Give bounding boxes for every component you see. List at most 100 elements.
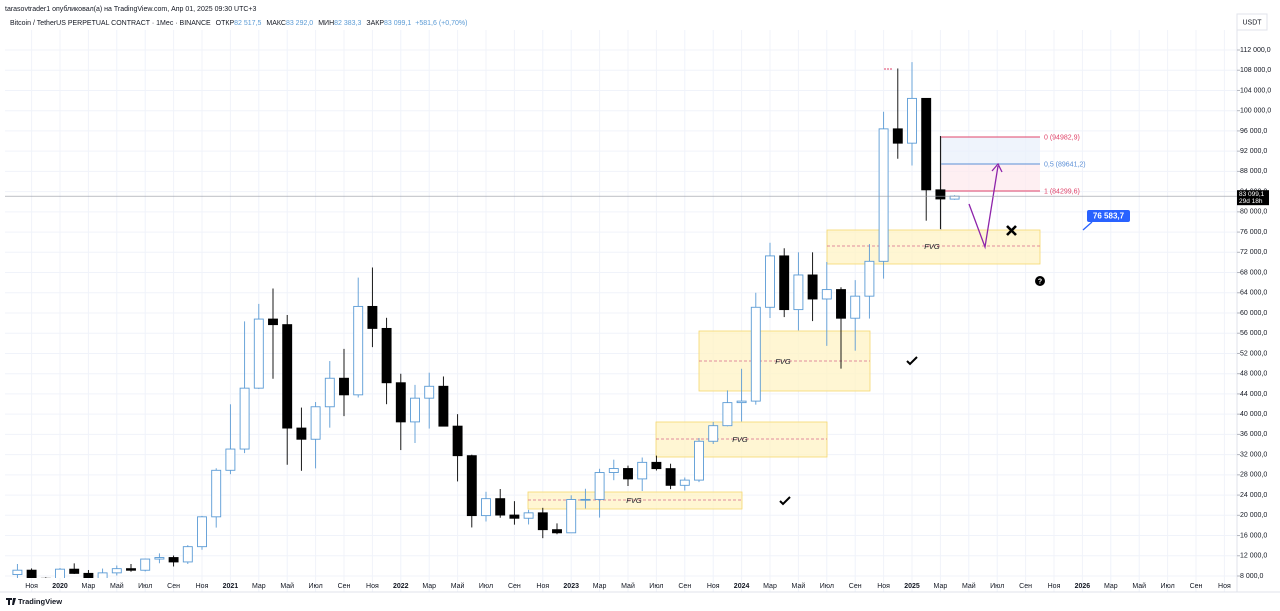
y-tick-label: 28 000,0 bbox=[1240, 472, 1267, 479]
x-tick-label: Ноя bbox=[1048, 583, 1061, 590]
x-tick-label: 2026 bbox=[1075, 583, 1091, 590]
candle-body bbox=[949, 195, 960, 200]
y-tick-label: 80 000,0 bbox=[1240, 209, 1267, 216]
x-tick-label: Мар bbox=[934, 583, 948, 590]
candle-body bbox=[623, 468, 633, 480]
candle-body bbox=[395, 382, 406, 423]
check-mark bbox=[779, 496, 791, 506]
x-tick-label: Мар bbox=[1104, 583, 1118, 590]
y-tick-label: 112 000,0 bbox=[1240, 47, 1271, 54]
x-tick-label: Июл bbox=[820, 583, 834, 590]
candle-body bbox=[168, 557, 179, 563]
x-tick-label: Ноя bbox=[877, 583, 890, 590]
y-tick-label: 60 000,0 bbox=[1240, 310, 1267, 317]
x-tick-label: Ноя bbox=[25, 583, 38, 590]
candle-body bbox=[111, 568, 122, 574]
candle-body bbox=[651, 461, 662, 470]
candle-body bbox=[253, 318, 264, 389]
projection-arrow bbox=[968, 165, 999, 250]
candle-body bbox=[140, 558, 151, 571]
candle-body bbox=[353, 305, 364, 396]
candles bbox=[12, 62, 960, 578]
candle-body bbox=[26, 569, 37, 578]
x-tick-label: Мар bbox=[82, 583, 96, 590]
fvg-box bbox=[655, 421, 828, 458]
fib-zone bbox=[941, 164, 1040, 191]
x-tick-label: Ноя bbox=[536, 583, 549, 590]
candle-body bbox=[12, 569, 23, 575]
arrow-head bbox=[991, 162, 1003, 173]
y-tick-label: 92 000,0 bbox=[1240, 148, 1267, 155]
x-tick-label: Сен bbox=[849, 583, 862, 590]
last-price: 83 099,1 bbox=[1239, 191, 1265, 198]
candle-body bbox=[509, 514, 520, 519]
y-tick-label: 24 000,0 bbox=[1240, 492, 1267, 499]
legend-item: МАКС bbox=[266, 20, 286, 27]
legend-item: 83 292,0 bbox=[286, 20, 313, 27]
candle-body bbox=[481, 498, 491, 517]
fvg-zones bbox=[527, 229, 1041, 510]
x-tick-label: Ноя bbox=[1218, 583, 1231, 590]
legend-item: 82 517,5 bbox=[234, 20, 261, 27]
candle-body bbox=[268, 318, 278, 326]
legend-item: 83 099,1 bbox=[384, 20, 411, 27]
candle-body bbox=[310, 406, 321, 440]
legend-item: ЗАКР bbox=[366, 20, 384, 27]
candle-body bbox=[424, 385, 435, 399]
check-mark bbox=[906, 356, 918, 366]
y-tick-label: 96 000,0 bbox=[1240, 128, 1267, 135]
x-tick-label: 2022 bbox=[393, 583, 409, 590]
candle-body bbox=[878, 128, 889, 262]
candle-body bbox=[665, 468, 676, 486]
candle-body bbox=[850, 295, 861, 319]
candle-body bbox=[552, 529, 562, 534]
x-tick-label: Ноя bbox=[707, 583, 720, 590]
fvg-label: FVG bbox=[775, 357, 791, 366]
candle-body bbox=[821, 289, 832, 300]
question-icon bbox=[1035, 276, 1045, 286]
symbol-legend: Bitcoin / TetherUS PERPETUAL CONTRACT · … bbox=[10, 20, 467, 27]
x-tick-label: Май bbox=[451, 582, 465, 590]
x-tick-label: Мар bbox=[422, 583, 436, 590]
fib-label: 0 (94982,9) bbox=[1044, 134, 1080, 141]
y-tick-label: 68 000,0 bbox=[1240, 269, 1267, 276]
x-tick-label: Июл bbox=[138, 583, 152, 590]
y-tick-label: 48 000,0 bbox=[1240, 371, 1267, 378]
x-tick-label: Сен bbox=[338, 583, 351, 590]
candle-body bbox=[679, 479, 690, 486]
candle-body bbox=[793, 274, 804, 311]
annotations: ? 76 583,7 bbox=[779, 68, 1130, 506]
x-tick-label: Май bbox=[280, 582, 294, 590]
candle-body bbox=[69, 568, 80, 574]
candle-body bbox=[154, 557, 165, 560]
x-tick-label: 2023 bbox=[563, 583, 579, 590]
x-tick-label: Июл bbox=[308, 583, 322, 590]
x-tick-label: Июл bbox=[649, 583, 663, 590]
y-tick-label: 104 000,0 bbox=[1240, 87, 1271, 94]
y-tick-label: 40 000,0 bbox=[1240, 411, 1267, 418]
legend-item: +581,6 (+0,70%) bbox=[415, 20, 467, 27]
x-tick-label: Май bbox=[1132, 582, 1146, 590]
candle-body bbox=[466, 455, 477, 517]
candle-body bbox=[495, 498, 506, 516]
candle-body bbox=[225, 448, 236, 471]
candle-body bbox=[55, 568, 65, 578]
currency[interactable]: USDT bbox=[1242, 19, 1262, 26]
candle-body bbox=[282, 324, 293, 429]
candle-body bbox=[779, 255, 790, 311]
candle-body bbox=[694, 440, 704, 481]
y-tick-label: 100 000,0 bbox=[1240, 108, 1271, 115]
candle-body bbox=[438, 385, 449, 427]
x-tick-label: 2024 bbox=[734, 583, 750, 590]
x-tick-label: Сен bbox=[508, 583, 521, 590]
y-tick-label: 108 000,0 bbox=[1240, 67, 1271, 74]
candle-body bbox=[367, 305, 378, 329]
x-tick-label: Ноя bbox=[196, 583, 209, 590]
fvg-label: FVG bbox=[924, 242, 940, 251]
x-tick-label: Июл bbox=[990, 583, 1004, 590]
fib-zone bbox=[941, 137, 1040, 164]
label-pointer bbox=[1082, 221, 1093, 231]
fib-label: 1 (84299,6) bbox=[1044, 188, 1080, 195]
